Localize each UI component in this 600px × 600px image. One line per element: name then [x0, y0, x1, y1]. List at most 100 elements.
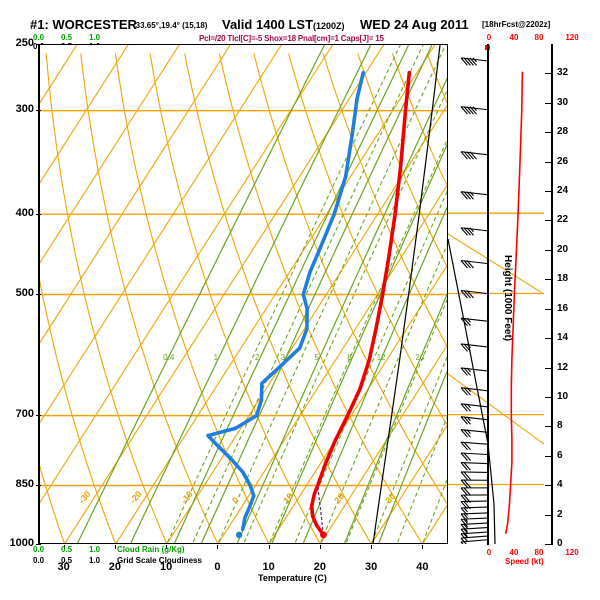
barb-half [466, 343, 471, 349]
wind-barb [460, 512, 488, 522]
wind-speed-profile-line [504, 71, 524, 535]
height-tick [545, 367, 551, 369]
height-tick-label: 22 [557, 214, 569, 226]
barb-full [463, 452, 471, 461]
height-tick [545, 220, 551, 222]
barb-half [466, 367, 471, 373]
barb-full [463, 429, 471, 438]
pressure-tick-label: 400 [15, 206, 34, 219]
temperature-tick [166, 545, 168, 549]
height-tick-label: 8 [557, 420, 563, 432]
height-tick-label: 0 [557, 538, 563, 549]
barb-full [460, 487, 468, 496]
height-tick [545, 455, 551, 457]
barb-full [460, 416, 468, 425]
barb-staff [460, 317, 488, 322]
wind-barb [460, 227, 488, 236]
barb-full [460, 479, 468, 488]
barb-full [460, 452, 468, 461]
skewt-plot-area: -30 -20 -10 0 10 20 30 0.4 1 2 3 5 8 12 20 [38, 44, 448, 544]
height-tick [545, 514, 551, 516]
barb-full [460, 403, 468, 412]
temperature-tick [422, 545, 424, 549]
barb-staff [460, 539, 488, 543]
barb-half [466, 317, 471, 323]
barb-full [460, 387, 468, 396]
barb-half [466, 403, 471, 409]
barb-full [466, 57, 474, 66]
moist-adiabat-line [218, 45, 447, 543]
height-tick [545, 132, 551, 134]
temperature-tick [371, 545, 373, 549]
mixing-ratio-line [77, 45, 325, 543]
barb-full [460, 471, 468, 480]
barb-full [466, 151, 474, 160]
dry-adiabat-line [45, 53, 167, 543]
barb-full [460, 367, 468, 376]
barb-full [463, 151, 471, 160]
barb-half [463, 524, 468, 529]
isotherm-line [39, 45, 129, 186]
wind-barb [460, 191, 488, 200]
temperature-tick [63, 545, 65, 549]
wind-barb [460, 441, 488, 451]
pressure-tick [36, 109, 41, 111]
temperature-tick-label: 20 [313, 561, 326, 573]
barb-full [463, 441, 471, 451]
barb-staff [460, 517, 488, 520]
moist-adiabat-line [269, 139, 447, 543]
barb-full [463, 387, 471, 396]
mixing-ratio-line [200, 45, 433, 543]
mixing-ratio-line [236, 77, 447, 543]
temperature-tick-label: 30 [57, 561, 70, 573]
valid-time: Valid 1400 LST [222, 17, 314, 32]
barb-half [463, 513, 468, 519]
mixing-ratio-line [130, 45, 372, 543]
barb-staff [460, 506, 488, 509]
barb-half [472, 57, 477, 63]
barb-half [466, 429, 471, 435]
barb-full [460, 518, 468, 528]
barb-full [460, 462, 468, 471]
isotherm-line [39, 45, 282, 426]
barb-full [463, 317, 471, 327]
wind-barb [460, 317, 488, 327]
moist-adiabat-line [397, 415, 447, 543]
barb-full [463, 367, 471, 376]
moist-adiabat-line [192, 45, 424, 543]
top-green-scale-1: 0.5 [61, 33, 73, 42]
cloud-rain-label: Cloud Rain (g/Kg) [117, 545, 185, 554]
pressure-tick-label: 1000 [9, 537, 34, 549]
barb-full [463, 416, 471, 425]
bottom-speed-tick-0: 0 [486, 548, 492, 557]
isotherm-line [371, 424, 447, 543]
isotherm-line [269, 264, 447, 543]
wind-barb-panel [448, 44, 544, 544]
mixing-ratio-line [173, 45, 410, 543]
pressure-tick [36, 44, 41, 45]
height-tick [545, 485, 551, 487]
height-tick [545, 161, 551, 163]
barb-half [466, 416, 471, 422]
height-tick-label: 16 [557, 302, 569, 314]
barb-half [469, 191, 474, 197]
temperature-surface-dot [320, 531, 327, 539]
isotherm-line [115, 45, 436, 543]
pressure-tick [36, 415, 41, 417]
barb-staff [460, 403, 488, 408]
wind-barb [460, 429, 488, 438]
moist-adiabat-line [243, 89, 447, 543]
forecast-stamp: [18hrFcst@2202z] [482, 20, 551, 29]
wind-barb [460, 289, 488, 299]
barb-full [469, 151, 477, 160]
barb-staff [460, 343, 488, 348]
speed-axis-title: Speed (kt) [505, 557, 544, 566]
top-speed-tick-3: 120 [565, 33, 579, 42]
mixing-ratio-label: 8 [347, 353, 352, 362]
barb-half [463, 507, 468, 513]
height-tick-label: 24 [557, 185, 569, 197]
moist-adiabat-line [345, 298, 447, 543]
bottom-black-scale-2: 1.0 [89, 556, 101, 565]
barb-full [460, 227, 468, 236]
